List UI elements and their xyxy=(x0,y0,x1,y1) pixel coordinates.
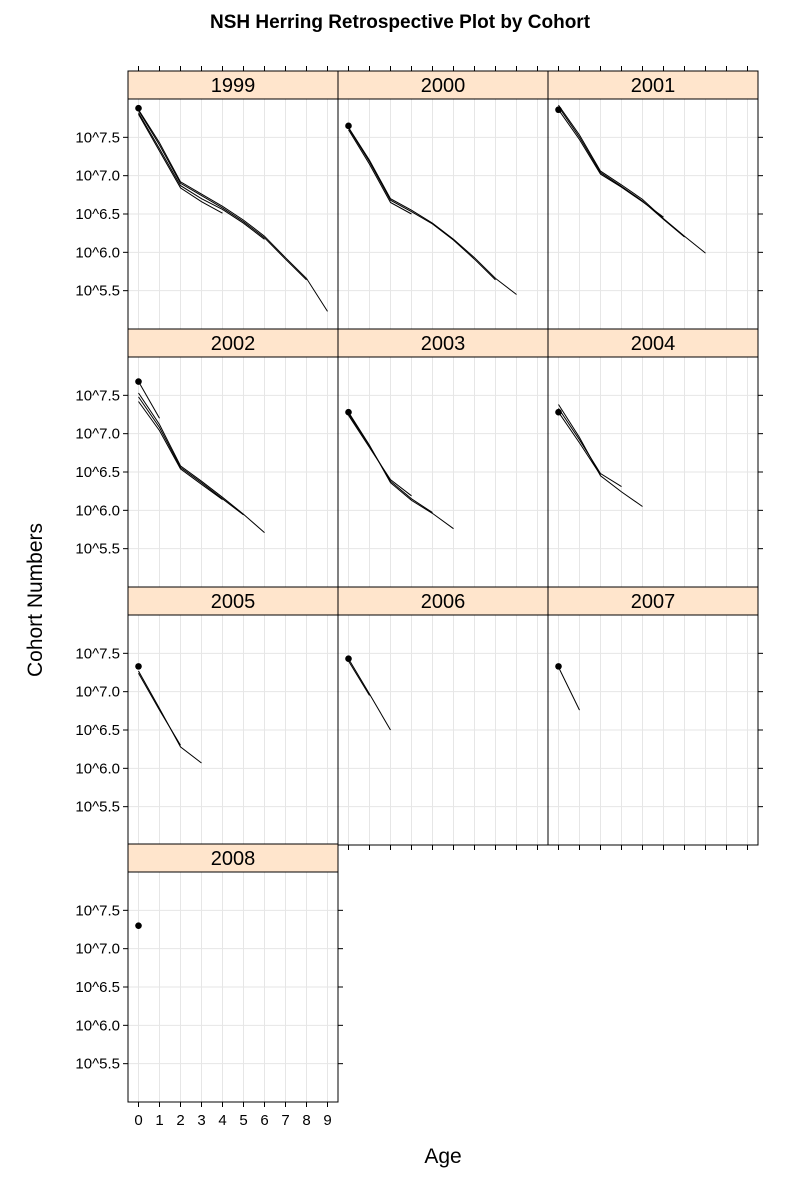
series-line-2005-2 xyxy=(138,673,181,746)
series-line-2001-2 xyxy=(558,106,685,238)
strip-label-2005: 2005 xyxy=(211,591,256,613)
x-tick-label: 3 xyxy=(197,1112,205,1129)
strip-label-2000: 2000 xyxy=(421,75,466,97)
panel-2000: 2000 xyxy=(337,66,549,330)
chart-title: NSH Herring Retrospective Plot by Cohort xyxy=(210,12,591,33)
data-point-2006 xyxy=(345,655,352,662)
y-tick-label: 10^6.0 xyxy=(75,244,120,261)
data-point-2003 xyxy=(345,408,352,416)
x-tick-label: 1 xyxy=(155,1112,163,1129)
strip-2001 xyxy=(547,70,759,100)
strip-label-2006: 2006 xyxy=(421,591,466,613)
panel-1999: 1999 10^5.5 10^6.0 10^6.5 10^7.0 10^7.5 xyxy=(75,66,339,330)
strip-2004 xyxy=(547,328,759,358)
series-line-2005-1 xyxy=(138,670,202,764)
series-line-2000-3 xyxy=(348,129,412,215)
panel-2003: 2003 xyxy=(337,328,549,588)
strip-2002 xyxy=(127,328,339,358)
panel-2006: 2006 xyxy=(337,586,549,850)
strip-2003 xyxy=(337,328,549,358)
y-tick-label: 10^7.0 xyxy=(75,941,120,958)
y-tick-label: 10^6.0 xyxy=(75,502,120,519)
panel-2002: 2002 10^5.5 10^6.0 10^6.5 10^7.0 10^7.5 xyxy=(75,328,339,588)
series-line-1999-2 xyxy=(138,110,307,281)
series-line-2006-2 xyxy=(348,660,370,696)
series-line-2002-1 xyxy=(138,392,265,533)
series-line-2003-3 xyxy=(348,415,412,497)
x-tick-label: 5 xyxy=(239,1112,247,1129)
strip-2008 xyxy=(127,843,339,873)
strip-label-2007: 2007 xyxy=(631,591,676,613)
y-tick-label: 10^7.5 xyxy=(75,645,120,662)
y-tick-label: 10^5.5 xyxy=(75,283,120,300)
series-line-2001-3 xyxy=(558,109,664,218)
series-line-2007-1 xyxy=(558,666,580,711)
strip-label-2008: 2008 xyxy=(211,848,256,870)
y-tick-label: 10^7.5 xyxy=(75,902,120,919)
panel-2001: 2001 xyxy=(547,66,763,330)
x-tick-label: 8 xyxy=(302,1112,310,1129)
x-tick-label: 9 xyxy=(323,1112,331,1129)
y-tick-label: 10^6.0 xyxy=(75,760,120,777)
data-point-1999 xyxy=(135,104,142,112)
series-line-2000-2 xyxy=(348,127,496,281)
y-tick-label: 10^6.5 xyxy=(75,464,120,481)
strip-2000 xyxy=(337,70,549,100)
y-axis-title: Cohort Numbers xyxy=(24,523,47,677)
y-tick-label: 10^7.0 xyxy=(75,684,120,701)
series-line-2004-1 xyxy=(558,404,643,507)
strip-2005 xyxy=(127,586,339,616)
data-point-2007 xyxy=(555,663,562,670)
data-point-2000 xyxy=(345,122,352,130)
strip-label-2003: 2003 xyxy=(421,333,466,355)
panel-2005: 2005 10^5.5 10^6.0 10^6.5 10^7.0 10^7.5 xyxy=(75,586,339,846)
strip-label-1999: 1999 xyxy=(211,75,256,97)
y-tick-label: 10^6.5 xyxy=(75,206,120,223)
y-tick-label: 10^7.0 xyxy=(75,426,120,443)
series-line-1999-4 xyxy=(138,114,223,214)
y-tick-label: 10^6.5 xyxy=(75,722,120,739)
data-point-2004 xyxy=(555,408,562,416)
series-line-2001-1 xyxy=(558,104,706,254)
series-line-1999-1 xyxy=(138,109,328,312)
x-tick-label: 7 xyxy=(281,1112,289,1129)
data-point-2005 xyxy=(135,663,142,670)
panel-2004: 2004 xyxy=(547,328,763,588)
x-tick-label: 2 xyxy=(176,1112,184,1129)
series-line-2002-4 xyxy=(138,381,160,419)
x-tick-label: 4 xyxy=(218,1112,226,1129)
strip-label-2002: 2002 xyxy=(211,333,256,355)
y-tick-label: 10^7.0 xyxy=(75,168,120,185)
series-line-2002-2 xyxy=(138,396,244,516)
y-tick-label: 10^6.5 xyxy=(75,979,120,996)
strip-label-2004: 2004 xyxy=(631,333,676,355)
y-tick-label: 10^5.5 xyxy=(75,1056,120,1073)
x-tick-label: 6 xyxy=(260,1112,268,1129)
series-line-2003-2 xyxy=(348,413,433,514)
series-line-2002-3 xyxy=(138,401,223,501)
x-axis-title: Age xyxy=(424,1145,461,1168)
y-tick-label: 10^7.5 xyxy=(75,129,120,146)
y-tick-label: 10^5.5 xyxy=(75,799,120,816)
data-point-2008 xyxy=(135,922,142,929)
y-tick-label: 10^7.5 xyxy=(75,387,120,404)
series-line-2000-1 xyxy=(348,127,517,295)
series-line-2006-1 xyxy=(348,658,391,731)
x-tick-label: 0 xyxy=(134,1112,142,1129)
panel-2007: 2007 xyxy=(547,586,763,850)
series-line-2004-2 xyxy=(558,408,622,488)
data-point-2001 xyxy=(555,106,562,114)
data-point-2002 xyxy=(135,378,142,385)
panel-2008: 2008 10^5.5 10^6.0 10^6.5 10^7.0 10^7.5 0 1 2 3 4 5… xyxy=(75,843,343,1129)
y-tick-label: 10^6.0 xyxy=(75,1017,120,1034)
y-tick-label: 10^5.5 xyxy=(75,541,120,558)
series-line-2003-1 xyxy=(348,411,454,530)
strip-label-2001: 2001 xyxy=(631,75,676,97)
strip-2007 xyxy=(547,586,759,616)
series-line-1999-3 xyxy=(138,112,265,240)
strip-2006 xyxy=(337,586,549,616)
series-line-2004-3 xyxy=(558,411,601,476)
